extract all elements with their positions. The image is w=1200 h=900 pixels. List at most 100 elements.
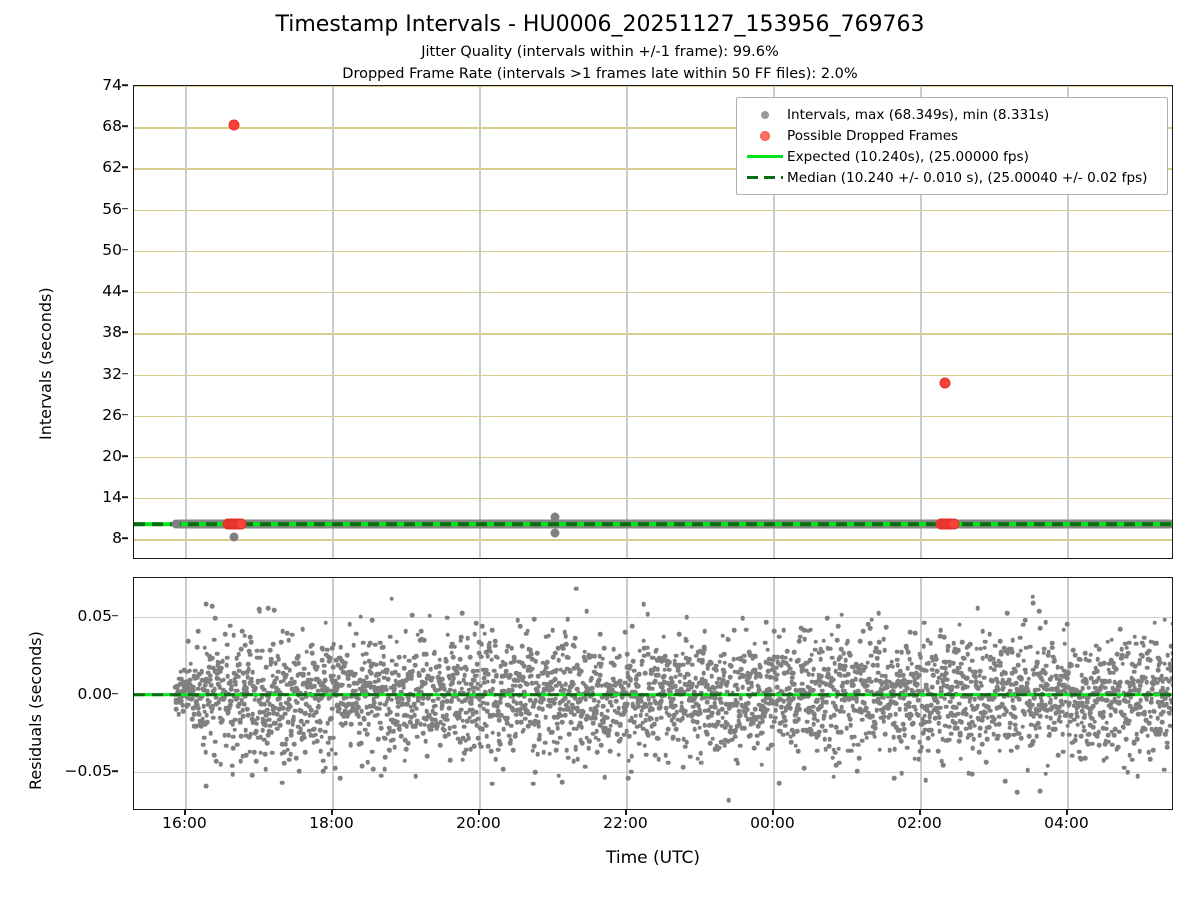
residual-point	[510, 707, 516, 713]
residual-point	[359, 679, 364, 684]
residual-point	[951, 640, 956, 646]
residual-point	[897, 695, 903, 700]
residual-point	[780, 710, 786, 716]
residual-point	[595, 703, 601, 709]
residual-point	[626, 758, 632, 763]
residual-point	[561, 646, 566, 651]
residual-point	[402, 665, 407, 671]
residual-point	[572, 696, 578, 701]
residual-point	[278, 701, 283, 707]
residual-point	[1105, 691, 1110, 696]
residual-point	[352, 707, 358, 713]
residual-point	[430, 723, 436, 728]
residual-point	[873, 649, 878, 655]
residual-point	[1097, 712, 1102, 717]
residual-point	[856, 669, 862, 674]
residual-point	[913, 682, 918, 687]
residual-point	[186, 696, 192, 702]
residual-point	[463, 747, 469, 753]
residual-point	[839, 697, 845, 703]
residual-point	[336, 706, 342, 712]
residual-point	[566, 755, 571, 760]
residual-point	[521, 703, 526, 708]
residual-point	[494, 712, 500, 718]
residual-point	[663, 752, 668, 758]
residual-point	[183, 679, 188, 685]
residual-point	[296, 768, 302, 774]
residual-point	[305, 679, 311, 684]
residual-point	[427, 726, 432, 731]
residual-point	[940, 672, 945, 677]
residual-point	[1111, 689, 1117, 695]
residual-point	[870, 730, 876, 736]
residual-point	[1077, 755, 1083, 760]
residual-point	[667, 667, 672, 672]
residual-point	[331, 688, 337, 694]
residual-point	[758, 673, 763, 679]
residual-point	[328, 715, 334, 721]
residual-point	[584, 608, 590, 614]
residual-point	[758, 665, 763, 670]
residual-point	[512, 658, 517, 664]
residual-point	[998, 660, 1003, 666]
residual-point	[936, 675, 942, 681]
residual-point	[967, 641, 973, 647]
residual-point	[980, 713, 986, 719]
residual-point	[1061, 682, 1067, 688]
residual-point	[842, 697, 847, 703]
gridline-vertical	[626, 578, 628, 809]
residual-point	[490, 679, 496, 684]
residual-point	[1029, 710, 1034, 716]
residual-point	[741, 674, 746, 679]
residual-point	[807, 726, 813, 731]
residual-point	[956, 738, 962, 744]
residual-point	[344, 695, 350, 700]
residual-point	[213, 739, 218, 745]
residual-point	[455, 663, 461, 669]
residual-point	[1097, 710, 1103, 715]
residual-point	[1162, 732, 1168, 737]
residual-point	[291, 742, 297, 747]
residual-point	[947, 737, 952, 742]
residual-point	[700, 658, 705, 663]
residual-point	[185, 702, 191, 708]
residual-point	[556, 711, 562, 716]
residual-point	[542, 686, 547, 692]
residual-point	[283, 674, 288, 680]
residual-point	[756, 714, 761, 720]
residual-point	[369, 749, 375, 754]
residual-point	[572, 644, 577, 650]
residual-point	[654, 716, 660, 722]
residual-point	[1015, 689, 1021, 695]
residual-point	[989, 714, 995, 719]
residual-point	[259, 648, 265, 654]
residual-point	[339, 682, 345, 688]
residual-point	[300, 673, 306, 678]
residual-point	[736, 709, 742, 714]
residual-point	[202, 645, 207, 651]
residual-point	[538, 694, 544, 699]
residual-point	[802, 690, 808, 695]
residual-point	[198, 723, 204, 729]
residual-point	[424, 661, 429, 667]
residual-point	[636, 703, 642, 709]
residual-point	[700, 659, 705, 665]
residual-point	[194, 645, 200, 650]
residuals-y-tick-labels: −0.05 0.00 0.05	[52, 577, 118, 810]
residual-point	[933, 657, 939, 662]
residual-point	[900, 672, 906, 678]
residual-point	[1051, 726, 1057, 732]
residual-point	[875, 663, 880, 668]
residual-point	[249, 676, 255, 682]
residual-point	[454, 714, 460, 719]
residual-point	[493, 700, 499, 705]
residual-point	[439, 700, 444, 705]
residual-point	[195, 702, 200, 708]
residual-point	[941, 659, 947, 665]
residual-point	[220, 697, 226, 702]
residual-point	[778, 697, 784, 702]
residual-point	[655, 666, 660, 672]
residual-point	[419, 683, 424, 689]
residual-point	[496, 717, 502, 723]
residual-point	[1002, 733, 1008, 738]
